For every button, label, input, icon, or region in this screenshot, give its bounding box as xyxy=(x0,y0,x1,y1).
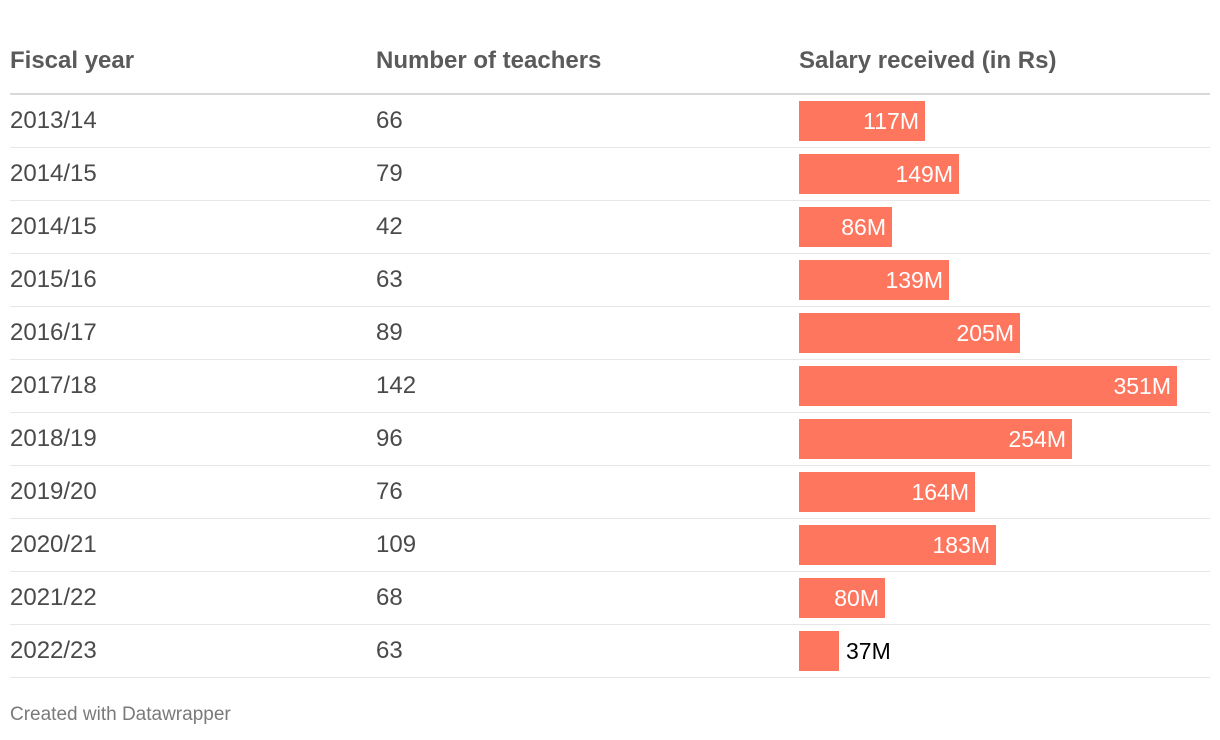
teachers-cell: 42 xyxy=(376,213,403,240)
teachers-cell: 66 xyxy=(376,107,403,134)
salary-value-label: 149M xyxy=(895,161,953,187)
fiscal-year-cell: 2018/19 xyxy=(10,425,97,452)
table-header-row: Fiscal year Number of teachers Salary re… xyxy=(10,40,1210,95)
teachers-cell: 142 xyxy=(376,372,417,399)
salary-value-label: 351M xyxy=(1113,373,1171,399)
salary-table: Fiscal year Number of teachers Salary re… xyxy=(10,40,1210,678)
salary-bar-track: 86M xyxy=(799,207,1210,247)
fiscal-year-cell: 2016/17 xyxy=(10,319,97,346)
table-row: 2013/14 66 117M xyxy=(10,95,1210,148)
teachers-cell: 63 xyxy=(376,266,403,293)
salary-bar xyxy=(799,419,1072,459)
fiscal-year-cell: 2014/15 xyxy=(10,160,97,187)
salary-bar-track: 254M xyxy=(799,419,1210,459)
salary-bar xyxy=(799,525,996,565)
fiscal-year-cell: 2022/23 xyxy=(10,637,97,664)
salary-bar-track: 117M xyxy=(799,101,1210,141)
salary-bar-track: 164M xyxy=(799,472,1210,512)
salary-value-label: 254M xyxy=(1008,426,1066,452)
table-row: 2019/20 76 164M xyxy=(10,466,1210,519)
salary-bar-track: 351M xyxy=(799,366,1210,406)
teachers-cell: 79 xyxy=(376,160,403,187)
salary-value-label: 139M xyxy=(885,267,943,293)
table-row: 2017/18 142 351M xyxy=(10,360,1210,413)
salary-bar-track: 149M xyxy=(799,154,1210,194)
header-number-of-teachers: Number of teachers xyxy=(376,47,602,74)
teachers-cell: 68 xyxy=(376,584,403,611)
salary-value-label: 117M xyxy=(863,108,919,134)
salary-bar xyxy=(799,313,1020,353)
salary-bar-track: 80M xyxy=(799,578,1210,618)
salary-bar xyxy=(799,366,1177,406)
teachers-cell: 96 xyxy=(376,425,403,452)
salary-bar xyxy=(799,154,959,194)
fiscal-year-cell: 2019/20 xyxy=(10,478,97,505)
fiscal-year-cell: 2015/16 xyxy=(10,266,97,293)
header-fiscal-year: Fiscal year xyxy=(10,47,135,74)
fiscal-year-cell: 2017/18 xyxy=(10,372,97,399)
header-salary-received: Salary received (in Rs) xyxy=(799,47,1057,74)
table-row: 2014/15 79 149M xyxy=(10,148,1210,201)
table-row: 2015/16 63 139M xyxy=(10,254,1210,307)
table-row: 2018/19 96 254M xyxy=(10,413,1210,466)
salary-bar xyxy=(799,260,949,300)
fiscal-year-cell: 2013/14 xyxy=(10,107,97,134)
table-row: 2021/22 68 80M xyxy=(10,572,1210,625)
salary-value-label: 205M xyxy=(956,320,1014,346)
salary-bar-track: 37M xyxy=(799,631,1210,671)
table-row: 2020/21 109 183M xyxy=(10,519,1210,572)
fiscal-year-cell: 2021/22 xyxy=(10,584,97,611)
table-row: 2016/17 89 205M xyxy=(10,307,1210,360)
salary-value-label: 164M xyxy=(911,479,969,505)
salary-value-label: 37M xyxy=(846,638,891,664)
salary-bar xyxy=(799,207,892,247)
teachers-cell: 109 xyxy=(376,531,417,558)
table-row: 2022/23 63 37M xyxy=(10,625,1210,678)
datawrapper-credit: Created with Datawrapper xyxy=(10,704,231,725)
salary-bar-track: 139M xyxy=(799,260,1210,300)
fiscal-year-cell: 2020/21 xyxy=(10,531,97,558)
salary-value-label: 183M xyxy=(932,532,990,558)
table-row: 2014/15 42 86M xyxy=(10,201,1210,254)
salary-bar xyxy=(799,101,925,141)
salary-value-label: 86M xyxy=(841,214,886,240)
table-body: 2013/14 66 117M 2014/15 79 149M 2014/15 42 86M 20… xyxy=(10,95,1210,678)
teachers-cell: 76 xyxy=(376,478,403,505)
salary-bar xyxy=(799,472,975,512)
salary-bar-track: 205M xyxy=(799,313,1210,353)
fiscal-year-cell: 2014/15 xyxy=(10,213,97,240)
teachers-cell: 63 xyxy=(376,637,403,664)
salary-bar-track: 183M xyxy=(799,525,1210,565)
salary-bar xyxy=(799,631,839,671)
salary-bar xyxy=(799,578,885,618)
teachers-cell: 89 xyxy=(376,319,403,346)
salary-value-label: 80M xyxy=(834,585,879,611)
